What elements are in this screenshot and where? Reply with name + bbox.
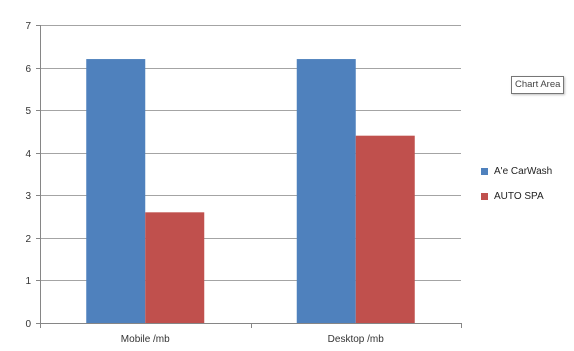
bars[interactable] [86,59,415,324]
legend[interactable]: A'e CarWash AUTO SPA [481,164,552,214]
legend-label: A'e CarWash [494,165,553,177]
y-tick-label: 5 [25,106,31,117]
y-tick-label: 7 [25,21,31,32]
x-tick-label: Mobile /mb [121,334,170,345]
y-tick-label: 3 [25,191,31,202]
axes [36,25,462,328]
bar-ae-carwash-mobile[interactable] [86,59,146,324]
bar-ae-carwash-desktop[interactable] [296,59,356,324]
bar-auto-spa-desktop[interactable] [355,135,415,323]
bar-auto-spa-mobile[interactable] [145,212,205,323]
legend-swatch [481,167,488,175]
y-tick-label: 0 [25,319,31,330]
y-tick-label: 2 [25,234,31,245]
legend-label: AUTO SPA [494,190,544,202]
x-tick-label: Desktop /mb [328,334,385,345]
y-tick-label: 1 [25,276,31,287]
legend-item-ae-carwash[interactable]: A'e CarWash [481,164,552,178]
y-tick-labels: 0 1 2 3 4 5 6 7 [25,21,31,330]
legend-item-auto-spa[interactable]: AUTO SPA [481,189,552,203]
x-tick-labels: Mobile /mb Desktop /mb [121,334,384,345]
y-tick-label: 4 [25,149,31,160]
legend-swatch [481,192,488,200]
y-tick-label: 6 [25,64,31,75]
chart-area-tooltip: Chart Area [511,76,565,94]
